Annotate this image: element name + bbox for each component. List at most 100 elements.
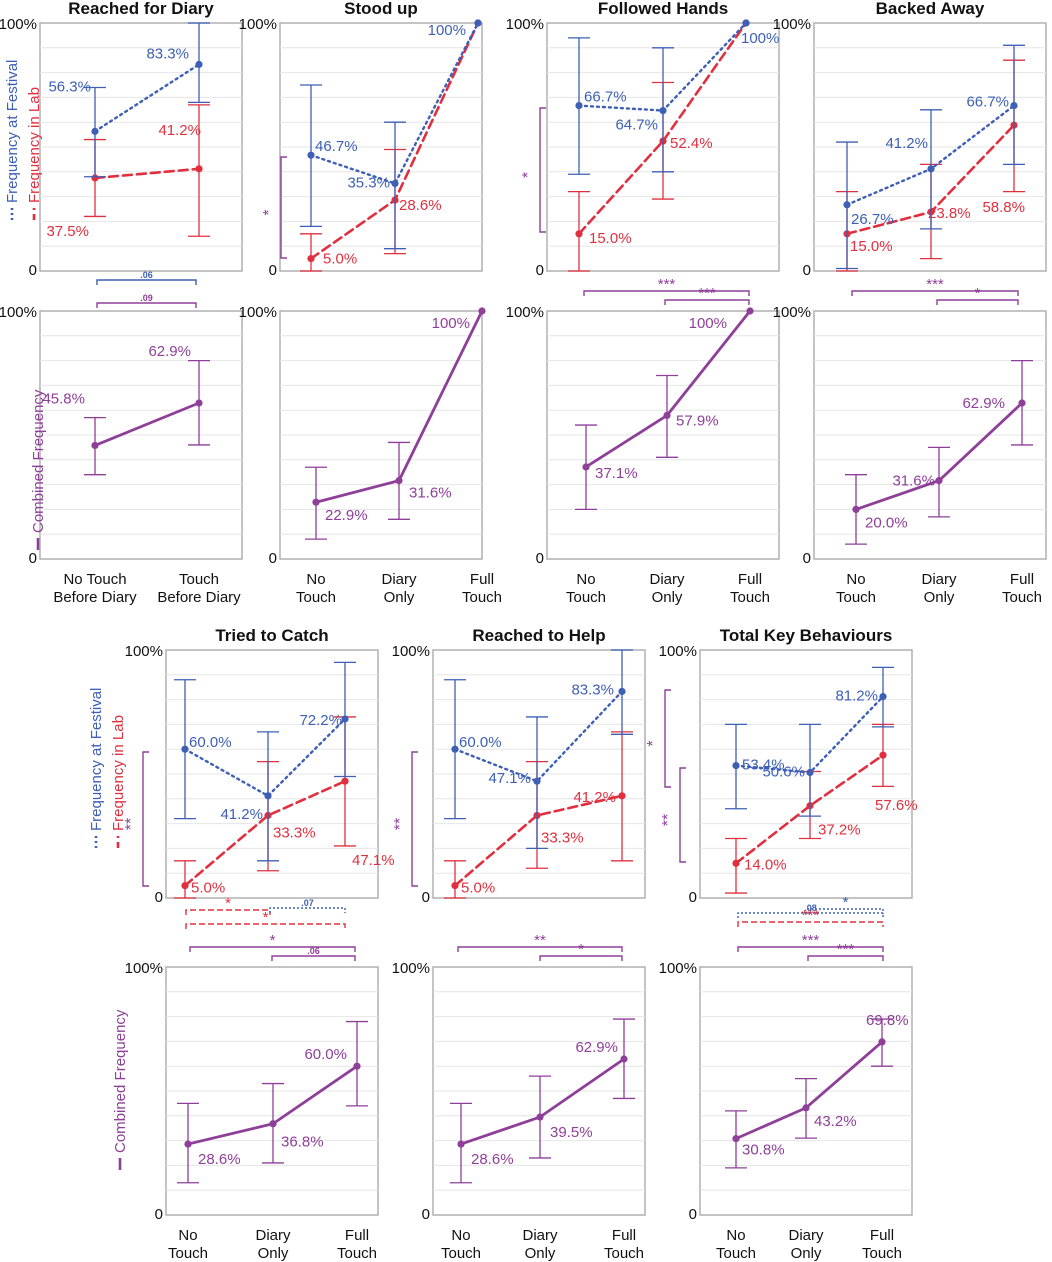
x-tick-label: Touch bbox=[1002, 589, 1042, 606]
x-tick-label: Diary bbox=[921, 571, 957, 588]
chart-panel: 100% 0 Tried to Catch 5.0% 33.3% 47.1% 60.0% 41… bbox=[125, 626, 395, 906]
data-label: 72.2% bbox=[299, 712, 342, 729]
y-tick-label: 0 bbox=[536, 550, 544, 567]
data-point bbox=[659, 106, 667, 115]
data-point bbox=[732, 761, 740, 770]
y-tick-label: 100% bbox=[125, 643, 163, 660]
data-point bbox=[618, 792, 626, 800]
x-tick-label: Touch bbox=[604, 1245, 644, 1262]
data-point bbox=[732, 1135, 740, 1143]
y-tick-label: 100% bbox=[392, 643, 430, 660]
data-point bbox=[195, 165, 203, 173]
data-point bbox=[478, 307, 486, 315]
significance-label: .09 bbox=[140, 293, 153, 303]
data-label: 100% bbox=[689, 315, 727, 332]
data-label: 53.4% bbox=[742, 757, 785, 774]
data-label: 81.2% bbox=[835, 688, 878, 705]
data-point bbox=[307, 151, 315, 159]
x-tick-label: Touch bbox=[168, 1245, 208, 1262]
data-label: 41.2% bbox=[220, 806, 263, 823]
legend-label: Frequency in Lab bbox=[26, 87, 43, 203]
bracket-combined bbox=[664, 299, 750, 305]
x-tick-label: Full bbox=[470, 571, 494, 588]
x-tick-label: No bbox=[306, 571, 325, 588]
significance-label: ** bbox=[123, 818, 140, 830]
series-line bbox=[459, 1057, 626, 1146]
bracket-combined bbox=[539, 955, 623, 961]
data-point bbox=[879, 751, 887, 759]
series-line bbox=[734, 1040, 884, 1141]
data-point bbox=[878, 1038, 886, 1046]
x-tick-label: Full bbox=[612, 1227, 636, 1244]
data-point bbox=[395, 477, 403, 485]
data-label: 35.3% bbox=[347, 174, 390, 191]
series-line bbox=[453, 794, 624, 887]
data-label: 62.9% bbox=[962, 395, 1005, 412]
legend-top-left: Frequency at Festival Frequency in Lab bbox=[4, 60, 43, 220]
x-tick-label: Touch bbox=[716, 1245, 756, 1262]
bracket-combined bbox=[737, 946, 884, 952]
x-tick-label: Touch bbox=[296, 589, 336, 606]
data-label: 5.0% bbox=[191, 880, 225, 897]
data-label: 56.3% bbox=[48, 78, 91, 95]
series-line bbox=[93, 401, 201, 447]
data-label: 60.0% bbox=[459, 734, 502, 751]
legend-combined-bottom: Combined Frequency bbox=[112, 1009, 129, 1170]
chart-panel: 100%0NoTouchDiaryOnlyFullTouch22.9%31.6%… bbox=[239, 304, 502, 606]
bracket-lab bbox=[185, 923, 346, 929]
chart-panel: 100%0NoTouchDiaryOnlyFullTouch28.6%36.8%… bbox=[125, 960, 379, 1262]
x-tick-label: Full bbox=[870, 1227, 894, 1244]
y-tick-label: 0 bbox=[422, 889, 430, 906]
series-line bbox=[453, 690, 624, 783]
chart-panel: 100% 0 Total Key Behaviours 14.0% 37.2% 57.6%… bbox=[659, 626, 918, 906]
data-point bbox=[935, 477, 943, 485]
data-point bbox=[852, 505, 860, 513]
bracket-combined bbox=[851, 290, 1019, 296]
x-tick-label: No bbox=[451, 1227, 470, 1244]
significance-label: * bbox=[261, 209, 278, 215]
significance-label: * bbox=[225, 895, 231, 912]
data-point bbox=[802, 1104, 810, 1112]
data-label: 57.9% bbox=[676, 412, 719, 429]
legend-bottom-left: Frequency at Festival Frequency in Lab bbox=[88, 688, 127, 848]
y-tick-label: 100% bbox=[773, 304, 811, 321]
data-label: 69.8% bbox=[866, 1012, 909, 1029]
significance-label: ** bbox=[392, 818, 409, 830]
data-point bbox=[264, 792, 272, 800]
y-tick-label: 0 bbox=[155, 1206, 163, 1223]
data-label: 62.9% bbox=[148, 343, 191, 360]
data-label: 64.7% bbox=[615, 117, 658, 134]
data-label: 31.6% bbox=[892, 473, 935, 490]
x-tick-label: Touch bbox=[566, 589, 606, 606]
chart-panel: 100% 0 Reached for Diary 37.5% 41.2% 56.3% 83.… bbox=[0, 0, 243, 279]
data-label: 30.8% bbox=[742, 1142, 785, 1159]
data-label: 14.0% bbox=[744, 856, 787, 873]
chart-panel: 100%0NoTouchDiaryOnlyFullTouch30.8%43.2%… bbox=[659, 960, 913, 1262]
x-tick-label: Only bbox=[258, 1245, 289, 1262]
y-tick-label: 0 bbox=[803, 262, 811, 279]
x-tick-label: Touch bbox=[862, 1245, 902, 1262]
chart-panel: 100% 0 Reached to Help 5.0% 33.3% 41.2% 60.0% 4… bbox=[392, 626, 646, 906]
data-label: 37.2% bbox=[818, 822, 861, 839]
bracket-festival-vs-lab bbox=[142, 751, 149, 887]
significance-label: * bbox=[843, 894, 849, 911]
x-tick-label: Touch bbox=[462, 589, 502, 606]
data-label: 46.7% bbox=[315, 138, 358, 155]
data-label: 15.0% bbox=[850, 238, 893, 255]
x-tick-label: Touch bbox=[730, 589, 770, 606]
chart-title: Tried to Catch bbox=[215, 626, 328, 645]
data-point bbox=[927, 165, 935, 173]
data-point bbox=[451, 745, 459, 753]
bracket-festival-vs-lab bbox=[280, 156, 287, 259]
data-point bbox=[91, 127, 99, 135]
data-label: 41.2% bbox=[885, 135, 928, 152]
data-label: 100% bbox=[432, 315, 470, 332]
y-tick-label: 0 bbox=[269, 550, 277, 567]
y-tick-label: 100% bbox=[506, 16, 544, 33]
data-label: 66.7% bbox=[584, 89, 627, 106]
chart-panel: 100%0NoTouchDiaryOnlyFullTouch37.1%57.9%… bbox=[506, 304, 780, 606]
bracket-combined bbox=[583, 290, 750, 296]
x-tick-label: Only bbox=[652, 589, 683, 606]
data-point bbox=[732, 859, 740, 867]
